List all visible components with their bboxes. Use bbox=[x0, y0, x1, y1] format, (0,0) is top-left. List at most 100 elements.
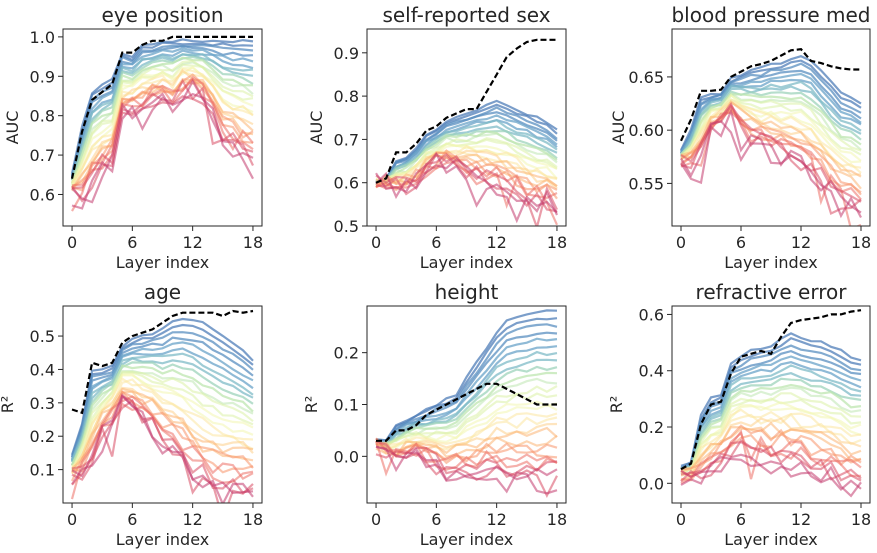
y-tick-label: 0.5 bbox=[30, 327, 55, 346]
panel-title: eye position bbox=[101, 3, 223, 27]
y-tick-label: 0.4 bbox=[639, 362, 664, 381]
panel-title: height bbox=[435, 280, 499, 304]
x-tick-label: 18 bbox=[547, 233, 567, 252]
layer-series-line bbox=[375, 153, 558, 188]
x-axis-label: Layer index bbox=[420, 530, 513, 549]
layer-series-line bbox=[680, 355, 862, 470]
y-tick-label: 0.2 bbox=[334, 344, 359, 363]
panel-refractive-error: 0 6 12 18 0.0 0.2 0.4 0.6 refractive error Layer … bbox=[607, 280, 871, 549]
best-series-line bbox=[680, 48, 861, 142]
y-axis-label: R² bbox=[302, 396, 321, 414]
layer-series-line bbox=[70, 357, 254, 463]
x-tick-label: 0 bbox=[371, 233, 381, 252]
x-tick-label: 12 bbox=[791, 233, 811, 252]
y-axis-label: R² bbox=[607, 396, 626, 414]
layer-series-line bbox=[70, 323, 254, 458]
x-tick-label: 0 bbox=[676, 233, 686, 252]
series-lines bbox=[680, 48, 862, 226]
panel-blood-pressure-med: 0 6 12 18 0.55 0.60 0.65 blood pressure med Laye… bbox=[609, 3, 871, 272]
layer-series-line bbox=[374, 440, 558, 477]
layer-series-line bbox=[375, 337, 558, 445]
y-tick-label: 1.0 bbox=[30, 28, 55, 47]
x-tick-label: 6 bbox=[431, 510, 441, 529]
y-tick-label: 0.1 bbox=[30, 461, 55, 480]
layer-series-line bbox=[70, 41, 254, 177]
x-tick-label: 6 bbox=[431, 233, 441, 252]
layer-series-line bbox=[680, 421, 862, 472]
y-tick-label: 0.7 bbox=[30, 146, 55, 165]
x-tick-label: 18 bbox=[243, 233, 263, 252]
layer-series-line bbox=[71, 77, 254, 187]
layer-series-line bbox=[375, 434, 558, 458]
x-tick-label: 18 bbox=[851, 510, 871, 529]
layer-series-line bbox=[71, 394, 254, 503]
layer-series-line bbox=[375, 445, 558, 482]
panel-title: refractive error bbox=[696, 280, 848, 304]
y-axis-label: AUC bbox=[609, 111, 628, 145]
layer-series-line bbox=[680, 103, 862, 203]
y-tick-label: 0.60 bbox=[628, 121, 664, 140]
x-tick-label: 0 bbox=[371, 510, 381, 529]
y-tick-label: 0.5 bbox=[334, 217, 359, 236]
y-tick-label: 0.8 bbox=[334, 87, 359, 106]
x-tick-label: 12 bbox=[486, 510, 506, 529]
x-axis-label: Layer index bbox=[116, 253, 209, 272]
y-tick-label: 0.8 bbox=[30, 107, 55, 126]
best-series-line bbox=[680, 309, 862, 471]
axes-frame bbox=[671, 28, 871, 227]
panel-self-reported-sex: 0 6 12 18 0.5 0.6 0.7 0.8 0.9 self-reported sex La… bbox=[307, 3, 567, 272]
x-tick-label: 12 bbox=[182, 233, 202, 252]
layer-series-line bbox=[680, 372, 862, 471]
y-tick-label: 0.2 bbox=[30, 427, 55, 446]
y-tick-label: 0.55 bbox=[628, 174, 664, 193]
panel-age: 0 6 12 18 0.1 0.2 0.3 0.4 0.5 age Layer index R² bbox=[0, 280, 263, 549]
layer-series-line bbox=[680, 119, 862, 214]
axes-frame bbox=[62, 28, 263, 227]
x-tick-label: 18 bbox=[851, 233, 871, 252]
y-axis-label: AUC bbox=[3, 111, 22, 145]
layer-series-line bbox=[375, 130, 558, 187]
layer-series-line bbox=[680, 424, 862, 471]
series-lines bbox=[70, 35, 254, 212]
layer-series-line bbox=[70, 47, 254, 179]
best-series-line bbox=[375, 38, 557, 184]
layer-series-line bbox=[71, 78, 254, 210]
layer-series-line bbox=[71, 68, 254, 192]
layer-series-line bbox=[680, 98, 862, 158]
y-tick-label: 0.1 bbox=[334, 396, 359, 415]
y-tick-label: 0.9 bbox=[30, 67, 55, 86]
layer-series-line bbox=[680, 92, 862, 156]
x-tick-label: 0 bbox=[67, 510, 77, 529]
axes-frame bbox=[671, 305, 871, 504]
layer-series-line bbox=[680, 93, 862, 162]
layer-series-line bbox=[70, 331, 254, 458]
layer-series-line bbox=[71, 364, 254, 466]
layer-series-line bbox=[680, 453, 862, 492]
layer-series-line bbox=[680, 361, 862, 470]
y-tick-label: 0.65 bbox=[628, 68, 664, 87]
layer-series-line bbox=[70, 317, 254, 456]
layer-series-line bbox=[680, 455, 862, 498]
series-lines bbox=[680, 309, 862, 498]
y-tick-label: 0.6 bbox=[334, 174, 359, 193]
y-tick-label: 0.3 bbox=[30, 394, 55, 413]
layer-series-line bbox=[375, 323, 558, 442]
layer-series-line bbox=[375, 345, 558, 445]
panel-eye-position: 0 6 12 18 0.6 0.7 0.8 0.9 1.0 eye position Layer i… bbox=[3, 3, 263, 272]
x-axis-label: Layer index bbox=[116, 530, 209, 549]
y-tick-label: 0.4 bbox=[30, 360, 55, 379]
y-tick-label: 0.2 bbox=[639, 418, 664, 437]
y-tick-label: 0.6 bbox=[30, 185, 55, 204]
best-series-line bbox=[376, 382, 557, 442]
x-tick-label: 6 bbox=[736, 510, 746, 529]
series-lines bbox=[374, 309, 558, 499]
layer-series-line bbox=[71, 398, 254, 503]
axes-frame bbox=[366, 28, 567, 227]
best-series-line bbox=[71, 309, 254, 415]
layer-series-line bbox=[680, 55, 862, 151]
series-lines bbox=[375, 38, 559, 226]
layer-series-line bbox=[375, 152, 559, 216]
layer-series-line bbox=[680, 108, 862, 190]
layer-series-line bbox=[680, 72, 862, 155]
